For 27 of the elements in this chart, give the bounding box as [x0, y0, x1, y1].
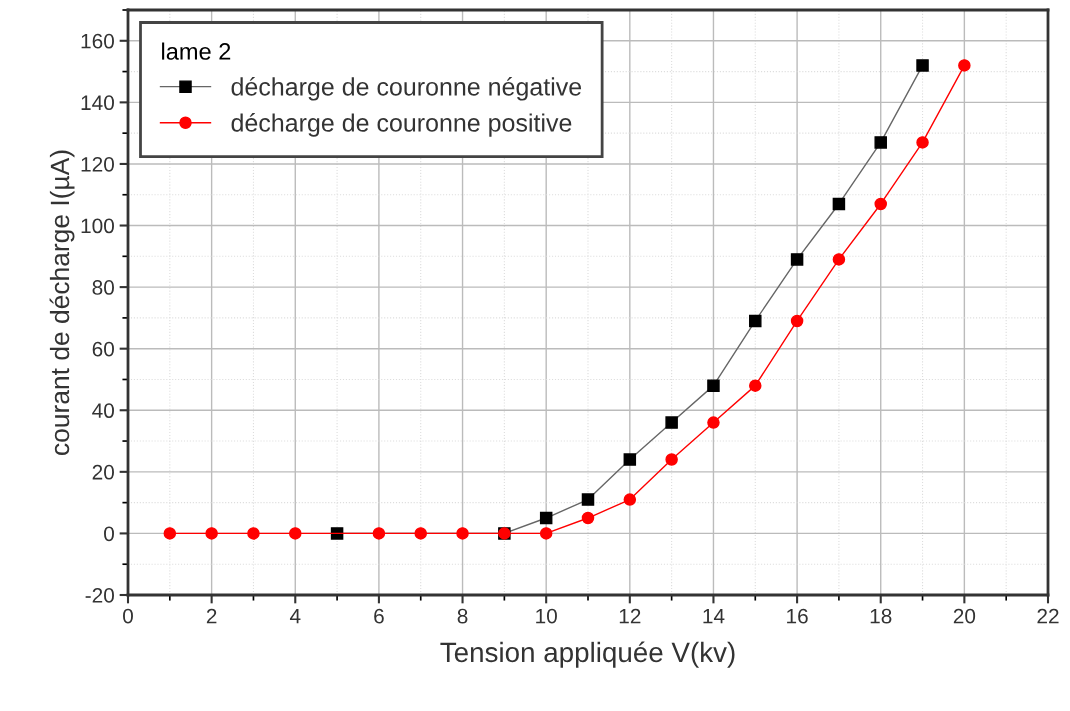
x-tick-label: 2 — [206, 608, 217, 624]
y-tick-label: 100 — [81, 218, 114, 234]
x-axis-title: Tension appliquée V(kv) — [440, 641, 735, 668]
y-tick-label: 120 — [81, 156, 114, 172]
x-tick-label: 16 — [787, 608, 808, 624]
x-tick-label: 12 — [619, 608, 641, 624]
x-tick-label: 18 — [870, 608, 892, 624]
legend-label: décharge de couronne positive — [231, 113, 572, 137]
legend-title: lame 2 — [162, 42, 231, 60]
x-tick-label: 22 — [1037, 608, 1059, 624]
x-tick-label: 4 — [289, 608, 301, 624]
y-axis-title: courant de décharge I(µA) — [49, 150, 75, 455]
y-tick-label: -20 — [85, 588, 114, 603]
x-tick-label: 20 — [953, 608, 976, 624]
y-tick-label: 20 — [92, 464, 114, 480]
x-tick-label: 10 — [536, 608, 557, 624]
x-tick-label: 8 — [457, 608, 468, 624]
y-tick-label: 60 — [92, 341, 114, 357]
y-tick-label: 80 — [92, 280, 114, 295]
x-tick-label: 6 — [374, 608, 384, 624]
y-tick-label: 140 — [81, 95, 114, 111]
x-tick-label: 14 — [703, 608, 725, 624]
y-tick-label: 40 — [92, 403, 114, 419]
x-tick-label: 0 — [123, 608, 133, 624]
legend-label: décharge de couronne négative — [231, 77, 582, 101]
y-tick-label: 0 — [104, 526, 114, 542]
y-tick-label: 160 — [81, 33, 114, 49]
